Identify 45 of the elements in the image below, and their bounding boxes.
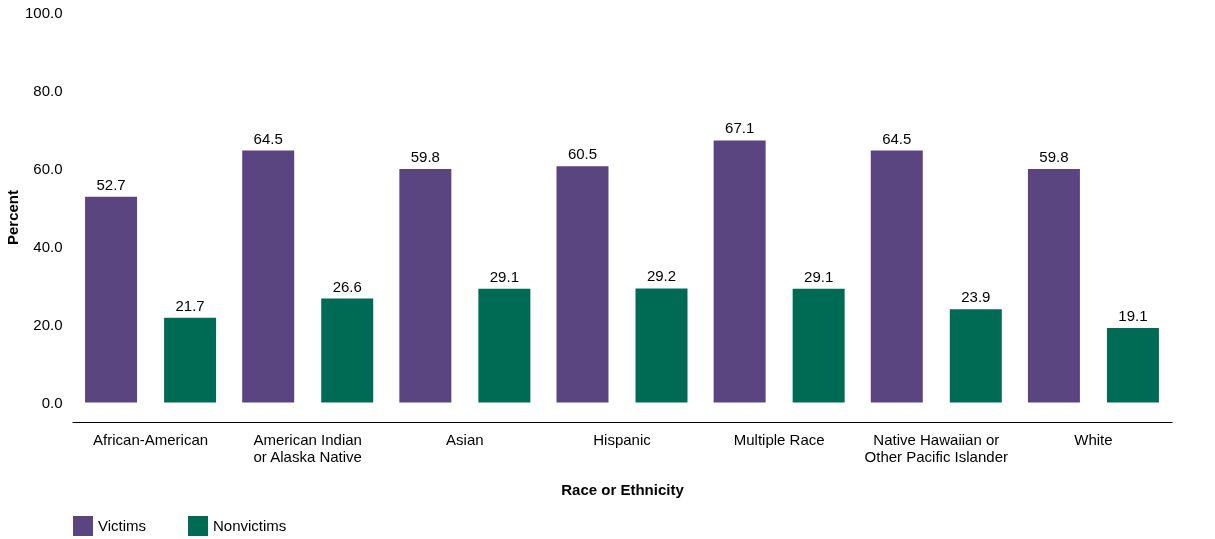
bar xyxy=(949,309,1002,403)
data-label: 29.1 xyxy=(489,267,519,285)
legend-label: Nonvictims xyxy=(213,517,287,534)
data-label: 29.2 xyxy=(646,267,677,285)
bar xyxy=(713,140,766,403)
y-axis-title: Percent xyxy=(3,189,21,246)
bar xyxy=(792,288,845,403)
y-tick-label: 60.0 xyxy=(33,159,63,177)
x-tick-label: American Indian or Alaska Native xyxy=(253,430,362,465)
data-label: 64.5 xyxy=(882,129,912,147)
bar xyxy=(870,150,923,403)
bar xyxy=(556,166,609,403)
data-label: 59.8 xyxy=(410,147,440,165)
bar xyxy=(635,288,688,403)
bar xyxy=(85,196,138,403)
x-axis-title: Race or Ethnicity xyxy=(561,480,685,498)
bar xyxy=(321,298,374,403)
data-label: 59.8 xyxy=(1039,147,1069,165)
y-tick-label: 40.0 xyxy=(33,237,63,255)
x-tick-label: Native Hawaiian or Other Pacific Islander xyxy=(864,430,1008,465)
y-tick-label: 100.0 xyxy=(24,3,63,21)
legend-label: Victims xyxy=(98,517,147,534)
data-label: 29.1 xyxy=(804,267,834,285)
bar xyxy=(478,288,531,403)
data-label: 67.1 xyxy=(725,119,755,137)
y-tick-label: 80.0 xyxy=(33,81,63,99)
data-label: 19.1 xyxy=(1118,306,1148,324)
data-label: 23.9 xyxy=(961,288,991,306)
data-label: 52.7 xyxy=(96,175,126,193)
x-tick-label: White xyxy=(1074,430,1113,448)
bar xyxy=(242,150,295,403)
bar xyxy=(1106,327,1159,403)
bar xyxy=(399,168,452,403)
x-tick-label: Hispanic xyxy=(593,430,652,448)
data-label: 60.5 xyxy=(567,145,598,163)
bar xyxy=(164,317,217,403)
y-tick-label: 0.0 xyxy=(41,393,63,411)
x-tick-label: Asian xyxy=(446,430,484,448)
data-label: 21.7 xyxy=(175,296,205,314)
x-tick-label: Multiple Race xyxy=(733,430,825,448)
data-label: 26.6 xyxy=(332,277,362,295)
y-tick-label: 20.0 xyxy=(33,315,63,333)
x-tick-label: African-American xyxy=(93,430,209,448)
data-label: 64.5 xyxy=(253,129,283,147)
bar xyxy=(1027,168,1080,403)
